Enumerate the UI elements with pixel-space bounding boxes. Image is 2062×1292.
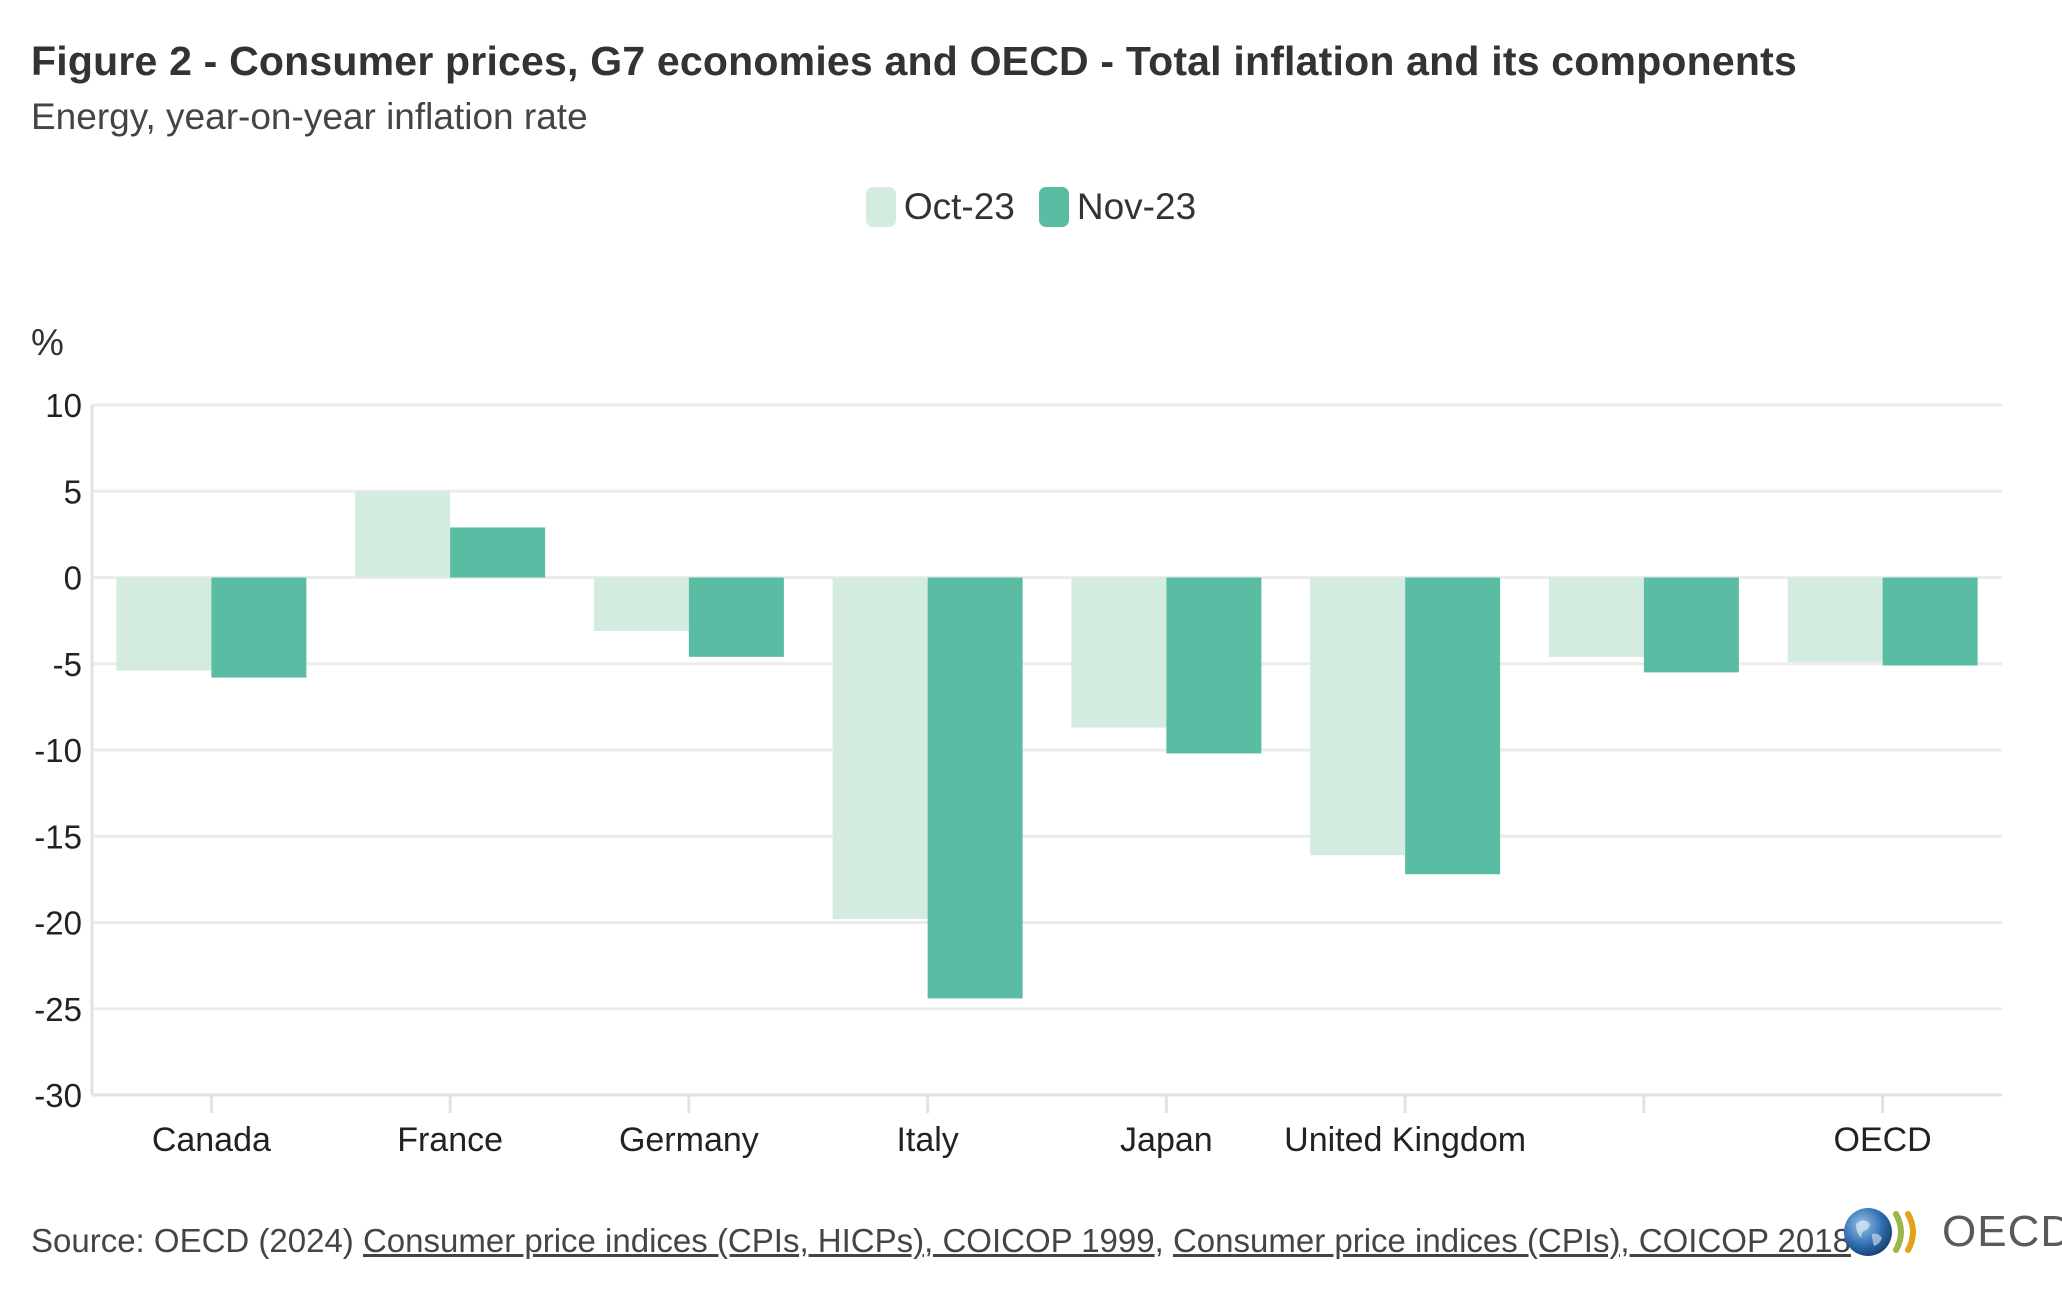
legend-swatch-oct bbox=[865, 187, 896, 227]
bar-oct bbox=[1071, 577, 1167, 728]
y-tick-label: -30 bbox=[34, 1077, 82, 1114]
bar-oct bbox=[1310, 577, 1406, 856]
bar-oct bbox=[355, 491, 451, 578]
legend: Oct-23 Nov-23 bbox=[0, 186, 2062, 228]
bar-oct bbox=[116, 577, 212, 671]
source-link-coicop-2018[interactable]: Consumer price indices (CPIs), COICOP 20… bbox=[1172, 1222, 1851, 1259]
legend-label-oct: Oct-23 bbox=[903, 186, 1015, 227]
legend-item-nov[interactable]: Nov-23 bbox=[1038, 186, 1197, 228]
bar-oct bbox=[593, 577, 689, 631]
y-tick-label: 10 bbox=[45, 387, 82, 424]
y-tick-label: 0 bbox=[64, 560, 82, 597]
x-tick-label: Germany bbox=[619, 1121, 759, 1159]
source-prefix: Source: OECD (2024) bbox=[31, 1222, 363, 1259]
y-tick-label: -20 bbox=[34, 905, 82, 942]
x-tick-label: Italy bbox=[896, 1121, 958, 1159]
x-tick-label: Japan bbox=[1120, 1121, 1213, 1159]
x-tick-label: United Kingdom bbox=[1284, 1121, 1526, 1159]
bar-oct bbox=[1787, 577, 1883, 663]
chart-title: Figure 2 - Consumer prices, G7 economies… bbox=[31, 38, 1798, 84]
source-note: Source: OECD (2024) Consumer price indic… bbox=[31, 1222, 1851, 1260]
y-tick-label: -5 bbox=[53, 646, 82, 683]
source-separator: , bbox=[1154, 1222, 1173, 1259]
logo-wordmark: OECD bbox=[1942, 1207, 2062, 1256]
y-tick-label: -25 bbox=[34, 991, 82, 1028]
oecd-logo: OECD bbox=[1842, 1204, 2062, 1260]
legend-item-oct[interactable]: Oct-23 bbox=[865, 186, 1015, 228]
y-tick-label: -15 bbox=[34, 818, 82, 855]
bar-nov bbox=[1405, 577, 1501, 875]
bar-nov bbox=[1882, 577, 1978, 666]
bar-oct bbox=[1548, 577, 1644, 657]
y-tick-label: 5 bbox=[64, 473, 82, 510]
globe-icon bbox=[1844, 1208, 1916, 1256]
bar-oct bbox=[832, 577, 928, 920]
legend-label-nov: Nov-23 bbox=[1076, 186, 1197, 227]
x-tick-label: OECD bbox=[1834, 1121, 1932, 1159]
bar-chart: 10 5 0 -5 -10 -15 -20 -25 -30 Canada France Germany… bbox=[34, 387, 2002, 1159]
bar-nov bbox=[1166, 577, 1262, 754]
y-axis-unit-label: % bbox=[31, 322, 64, 363]
x-tick-label: France bbox=[397, 1121, 503, 1159]
bar-nov bbox=[688, 577, 784, 657]
x-tick-label: Canada bbox=[152, 1121, 271, 1159]
y-tick-label: -10 bbox=[34, 732, 82, 769]
bar-nov bbox=[450, 527, 546, 578]
bar-nov bbox=[1643, 577, 1739, 673]
chart-subtitle: Energy, year-on-year inflation rate bbox=[31, 96, 588, 137]
source-link-coicop-1999[interactable]: Consumer price indices (CPIs, HICPs), CO… bbox=[362, 1222, 1155, 1259]
bar-nov bbox=[211, 577, 307, 678]
bar-nov bbox=[927, 577, 1023, 999]
legend-swatch-nov bbox=[1038, 187, 1069, 227]
